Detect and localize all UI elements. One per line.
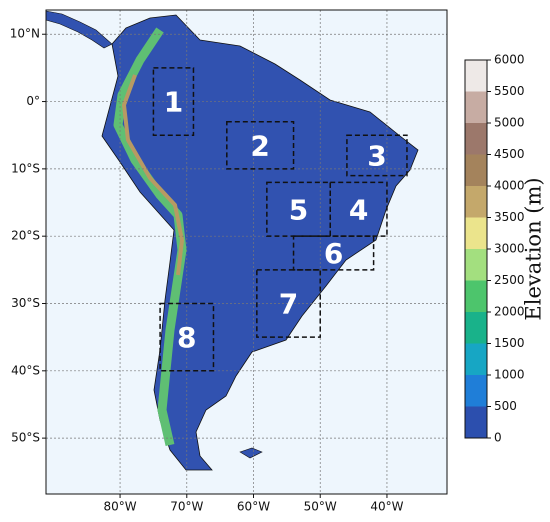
- region-label: 4: [349, 193, 368, 226]
- map-frame: [45, 9, 448, 495]
- region-label: 7: [279, 287, 298, 320]
- colorbar-tick-label: 3000: [494, 242, 525, 256]
- x-tick-label: 60°W: [237, 500, 270, 514]
- falklands: [239, 447, 263, 459]
- colorbar-tick-label: 6000: [494, 53, 525, 67]
- y-tick-label: 10°S: [11, 161, 40, 175]
- colorbar-label: Elevation (m): [522, 177, 546, 320]
- region-box: [256, 269, 321, 338]
- colorbar-tick-label: 5500: [494, 84, 525, 98]
- axes: 80°W 70°W 60°W 50°W 40°W 10°N 0° 10°S 20°S 30°S 40…: [10, 27, 404, 514]
- colorbar-band: [465, 60, 487, 92]
- colorbar: 0 500 1000 1500 2000 2500 3000 3500 4000 4500 5000…: [464, 53, 525, 445]
- colorbar-tick-label: 0: [494, 431, 502, 445]
- y-tick-label: 30°S: [11, 296, 40, 310]
- colorbar-band: [465, 343, 487, 375]
- region-box: [266, 181, 331, 237]
- region-label: 6: [324, 237, 343, 270]
- colorbar-tick-label: 3500: [494, 210, 525, 224]
- south-america: [101, 14, 419, 471]
- region-label: 1: [164, 86, 183, 119]
- colorbar-tick-label: 2000: [494, 305, 525, 319]
- colorbar-band: [465, 154, 487, 186]
- colorbar-tick-label: 4500: [494, 147, 525, 161]
- region-label: 8: [177, 321, 196, 354]
- x-tick-label: 80°W: [103, 500, 136, 514]
- region-label: 3: [367, 139, 386, 172]
- colorbar-band: [465, 91, 487, 123]
- colorbar-band: [465, 406, 487, 438]
- colorbar-tick-label: 4000: [494, 179, 525, 193]
- colorbar-band: [465, 186, 487, 218]
- y-tick-label: 40°S: [11, 363, 40, 377]
- colorbar-band: [465, 312, 487, 344]
- central-america: [45, 10, 113, 49]
- region-label: 2: [250, 129, 269, 162]
- y-tick-label: 20°S: [11, 229, 40, 243]
- x-tick-label: 40°W: [370, 500, 403, 514]
- region-box: [152, 67, 195, 136]
- region-box: [292, 235, 375, 271]
- colorbar-tick-label: 500: [494, 399, 517, 413]
- region-box: [226, 120, 295, 170]
- colorbar-band: [465, 249, 487, 281]
- colorbar-tick-label: 1500: [494, 336, 525, 350]
- colorbar-tick-label: 2500: [494, 273, 525, 287]
- x-tick-label: 70°W: [170, 500, 203, 514]
- region-box: [159, 302, 215, 372]
- region-box: [346, 134, 408, 177]
- y-tick-label: 10°N: [10, 27, 40, 41]
- colorbar-band: [465, 375, 487, 407]
- x-tick-label: 50°W: [304, 500, 337, 514]
- region-label: 5: [289, 193, 308, 226]
- colorbar-tick-label: 1000: [494, 368, 525, 382]
- andes-high: [122, 74, 184, 276]
- colorbar-band: [465, 217, 487, 249]
- y-tick-label: 50°S: [11, 431, 40, 445]
- colorbar-tick-label: 5000: [494, 116, 525, 130]
- colorbar-band: [465, 280, 487, 312]
- colorbar-band: [465, 123, 487, 155]
- y-tick-label: 0°: [26, 94, 40, 108]
- regions: 1 2 3 4 567 8: [152, 67, 408, 372]
